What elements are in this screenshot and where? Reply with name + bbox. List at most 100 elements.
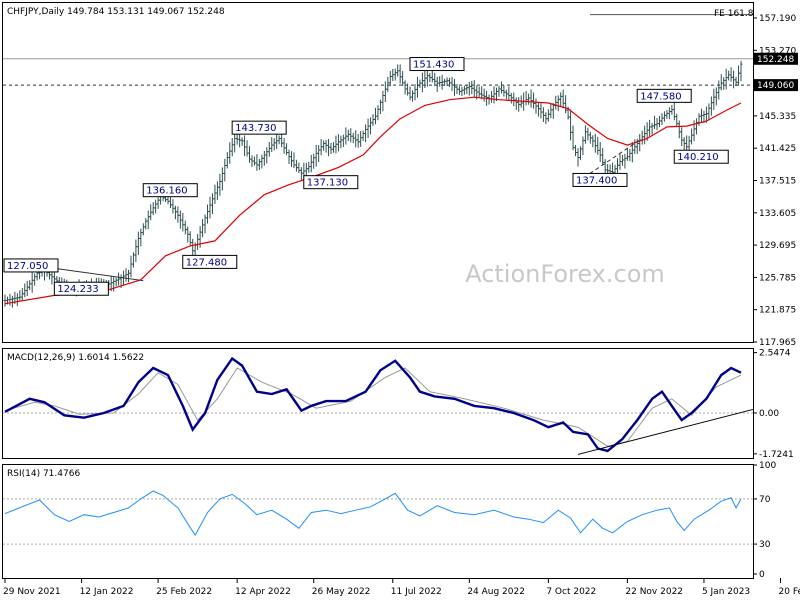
price-bar — [532, 92, 536, 109]
time-tick-label: 11 Jul 2022 — [391, 587, 442, 597]
price-bar — [598, 142, 602, 162]
price-bar — [223, 158, 227, 182]
price-bar — [677, 120, 681, 139]
price-axis: 157.190 153.270 149.060 145.335 141.425 137.5… — [753, 14, 796, 348]
time-tick-label: 22 Nov 2022 — [625, 587, 683, 597]
price-bar — [33, 273, 37, 286]
macd-tick-label: 2.5474 — [759, 349, 791, 359]
price-bar — [401, 71, 405, 86]
price-annotation: 147.580 — [636, 88, 692, 103]
price-bar — [487, 94, 491, 105]
price-tick-label: 153.270 — [759, 46, 796, 56]
time-tick-label: 7 Oct 2022 — [546, 587, 596, 597]
price-annotation: 127.480 — [182, 254, 238, 269]
last-price-tag: 152.248 — [754, 52, 798, 65]
rising-trendline — [577, 138, 643, 182]
price-bar — [536, 102, 540, 117]
price-bar — [675, 113, 679, 128]
price-bar — [307, 161, 311, 173]
price-annotation: 143.730 — [231, 120, 287, 135]
price-annotation: 137.130 — [303, 175, 359, 190]
price-bar — [583, 125, 587, 144]
price-bar — [376, 105, 380, 121]
price-bar — [418, 79, 422, 89]
time-tick-label: 12 Apr 2022 — [235, 587, 291, 597]
price-bar — [50, 271, 54, 285]
price-bar — [255, 154, 259, 171]
annotation-label: 127.480 — [186, 257, 227, 268]
price-bar — [243, 135, 247, 157]
price-bar — [191, 238, 195, 256]
price-bar — [294, 159, 298, 172]
price-bar — [188, 231, 192, 246]
price-bar — [171, 199, 175, 214]
price-bar — [719, 74, 723, 91]
price-bar — [695, 118, 699, 135]
price-bar — [650, 123, 654, 135]
price-bar — [727, 70, 731, 81]
price-bar — [208, 196, 212, 219]
price-annotation: 127.050 — [3, 258, 59, 273]
price-bar — [616, 158, 620, 174]
price-bar — [369, 117, 373, 135]
price-bar — [267, 141, 271, 157]
price-bar — [571, 125, 575, 151]
price-bar — [126, 269, 130, 283]
price-annotation: 137.400 — [572, 172, 628, 187]
annotation-label: 151.430 — [413, 60, 454, 71]
price-bar — [524, 91, 528, 106]
price-bar — [240, 137, 244, 146]
rsi-line — [4, 490, 742, 537]
rsi-tick-label: 100 — [759, 461, 776, 471]
price-bar — [356, 133, 360, 148]
price-bar — [139, 228, 143, 247]
price-bar — [672, 102, 676, 121]
price-bar — [462, 85, 466, 95]
price-bar — [665, 109, 669, 119]
rsi-tick-label: 70 — [759, 495, 771, 505]
price-bar — [430, 71, 434, 83]
price-bar — [660, 113, 664, 125]
time-tick-label: 12 Jan 2022 — [80, 587, 134, 597]
price-bar — [292, 152, 296, 169]
price-annotation: 140.210 — [673, 149, 729, 164]
price-bar — [578, 146, 582, 161]
price-bar — [206, 204, 210, 224]
price-bar — [322, 140, 326, 151]
price-bar — [228, 142, 232, 164]
price-bar — [435, 76, 439, 92]
price-bar — [260, 154, 264, 169]
price-bar — [183, 220, 187, 235]
rsi-panel-frame — [2, 464, 754, 579]
last-price-value: 152.248 — [757, 55, 794, 65]
price-bar — [265, 147, 269, 164]
price-tick-label: 133.605 — [759, 209, 796, 219]
price-bar — [361, 130, 365, 142]
price-bar — [134, 239, 138, 263]
price-bar — [581, 136, 585, 156]
rsi-title: RSI(14) 71.4766 — [7, 469, 80, 479]
price-bar — [245, 140, 249, 157]
price-annotation: 151.430 — [409, 57, 465, 72]
level-tag: 149.060 — [754, 79, 798, 92]
price-bar — [383, 81, 387, 103]
price-bar — [541, 107, 545, 122]
price-panel-frame — [2, 2, 754, 343]
price-bar — [556, 95, 560, 112]
price-bar — [603, 159, 607, 175]
price-tick-label: 137.515 — [759, 176, 796, 186]
price-bar — [625, 147, 629, 161]
price-bar — [690, 128, 694, 145]
price-bar — [490, 91, 494, 103]
price-bar — [737, 65, 741, 86]
price-bar — [272, 138, 276, 151]
annotation-label: 137.400 — [576, 175, 617, 186]
price-bar — [112, 277, 116, 292]
price-bar — [477, 86, 481, 99]
price-tick-label: 145.335 — [759, 112, 796, 122]
price-bar — [450, 77, 454, 91]
price-bar — [18, 290, 22, 301]
price-bar — [154, 199, 158, 214]
price-bar — [331, 142, 335, 153]
price-bar — [465, 84, 469, 95]
